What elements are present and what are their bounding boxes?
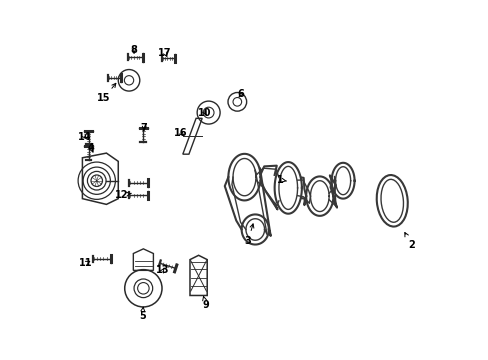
Text: 10: 10 [198, 108, 211, 118]
Text: 5: 5 [139, 307, 145, 320]
Text: 3: 3 [244, 224, 253, 246]
Text: 13: 13 [156, 265, 169, 275]
Text: 6: 6 [237, 89, 244, 99]
Text: 7: 7 [141, 123, 147, 133]
Text: 17: 17 [158, 48, 171, 58]
Text: 12: 12 [115, 190, 131, 200]
Text: 11: 11 [79, 258, 93, 268]
Text: 8: 8 [130, 45, 137, 55]
Text: 16: 16 [174, 128, 187, 138]
Text: 4: 4 [88, 143, 95, 153]
Text: 15: 15 [97, 83, 116, 103]
Text: 2: 2 [404, 233, 414, 249]
Text: 1: 1 [276, 175, 286, 185]
Text: 9: 9 [202, 296, 209, 310]
Text: 14: 14 [78, 132, 91, 142]
